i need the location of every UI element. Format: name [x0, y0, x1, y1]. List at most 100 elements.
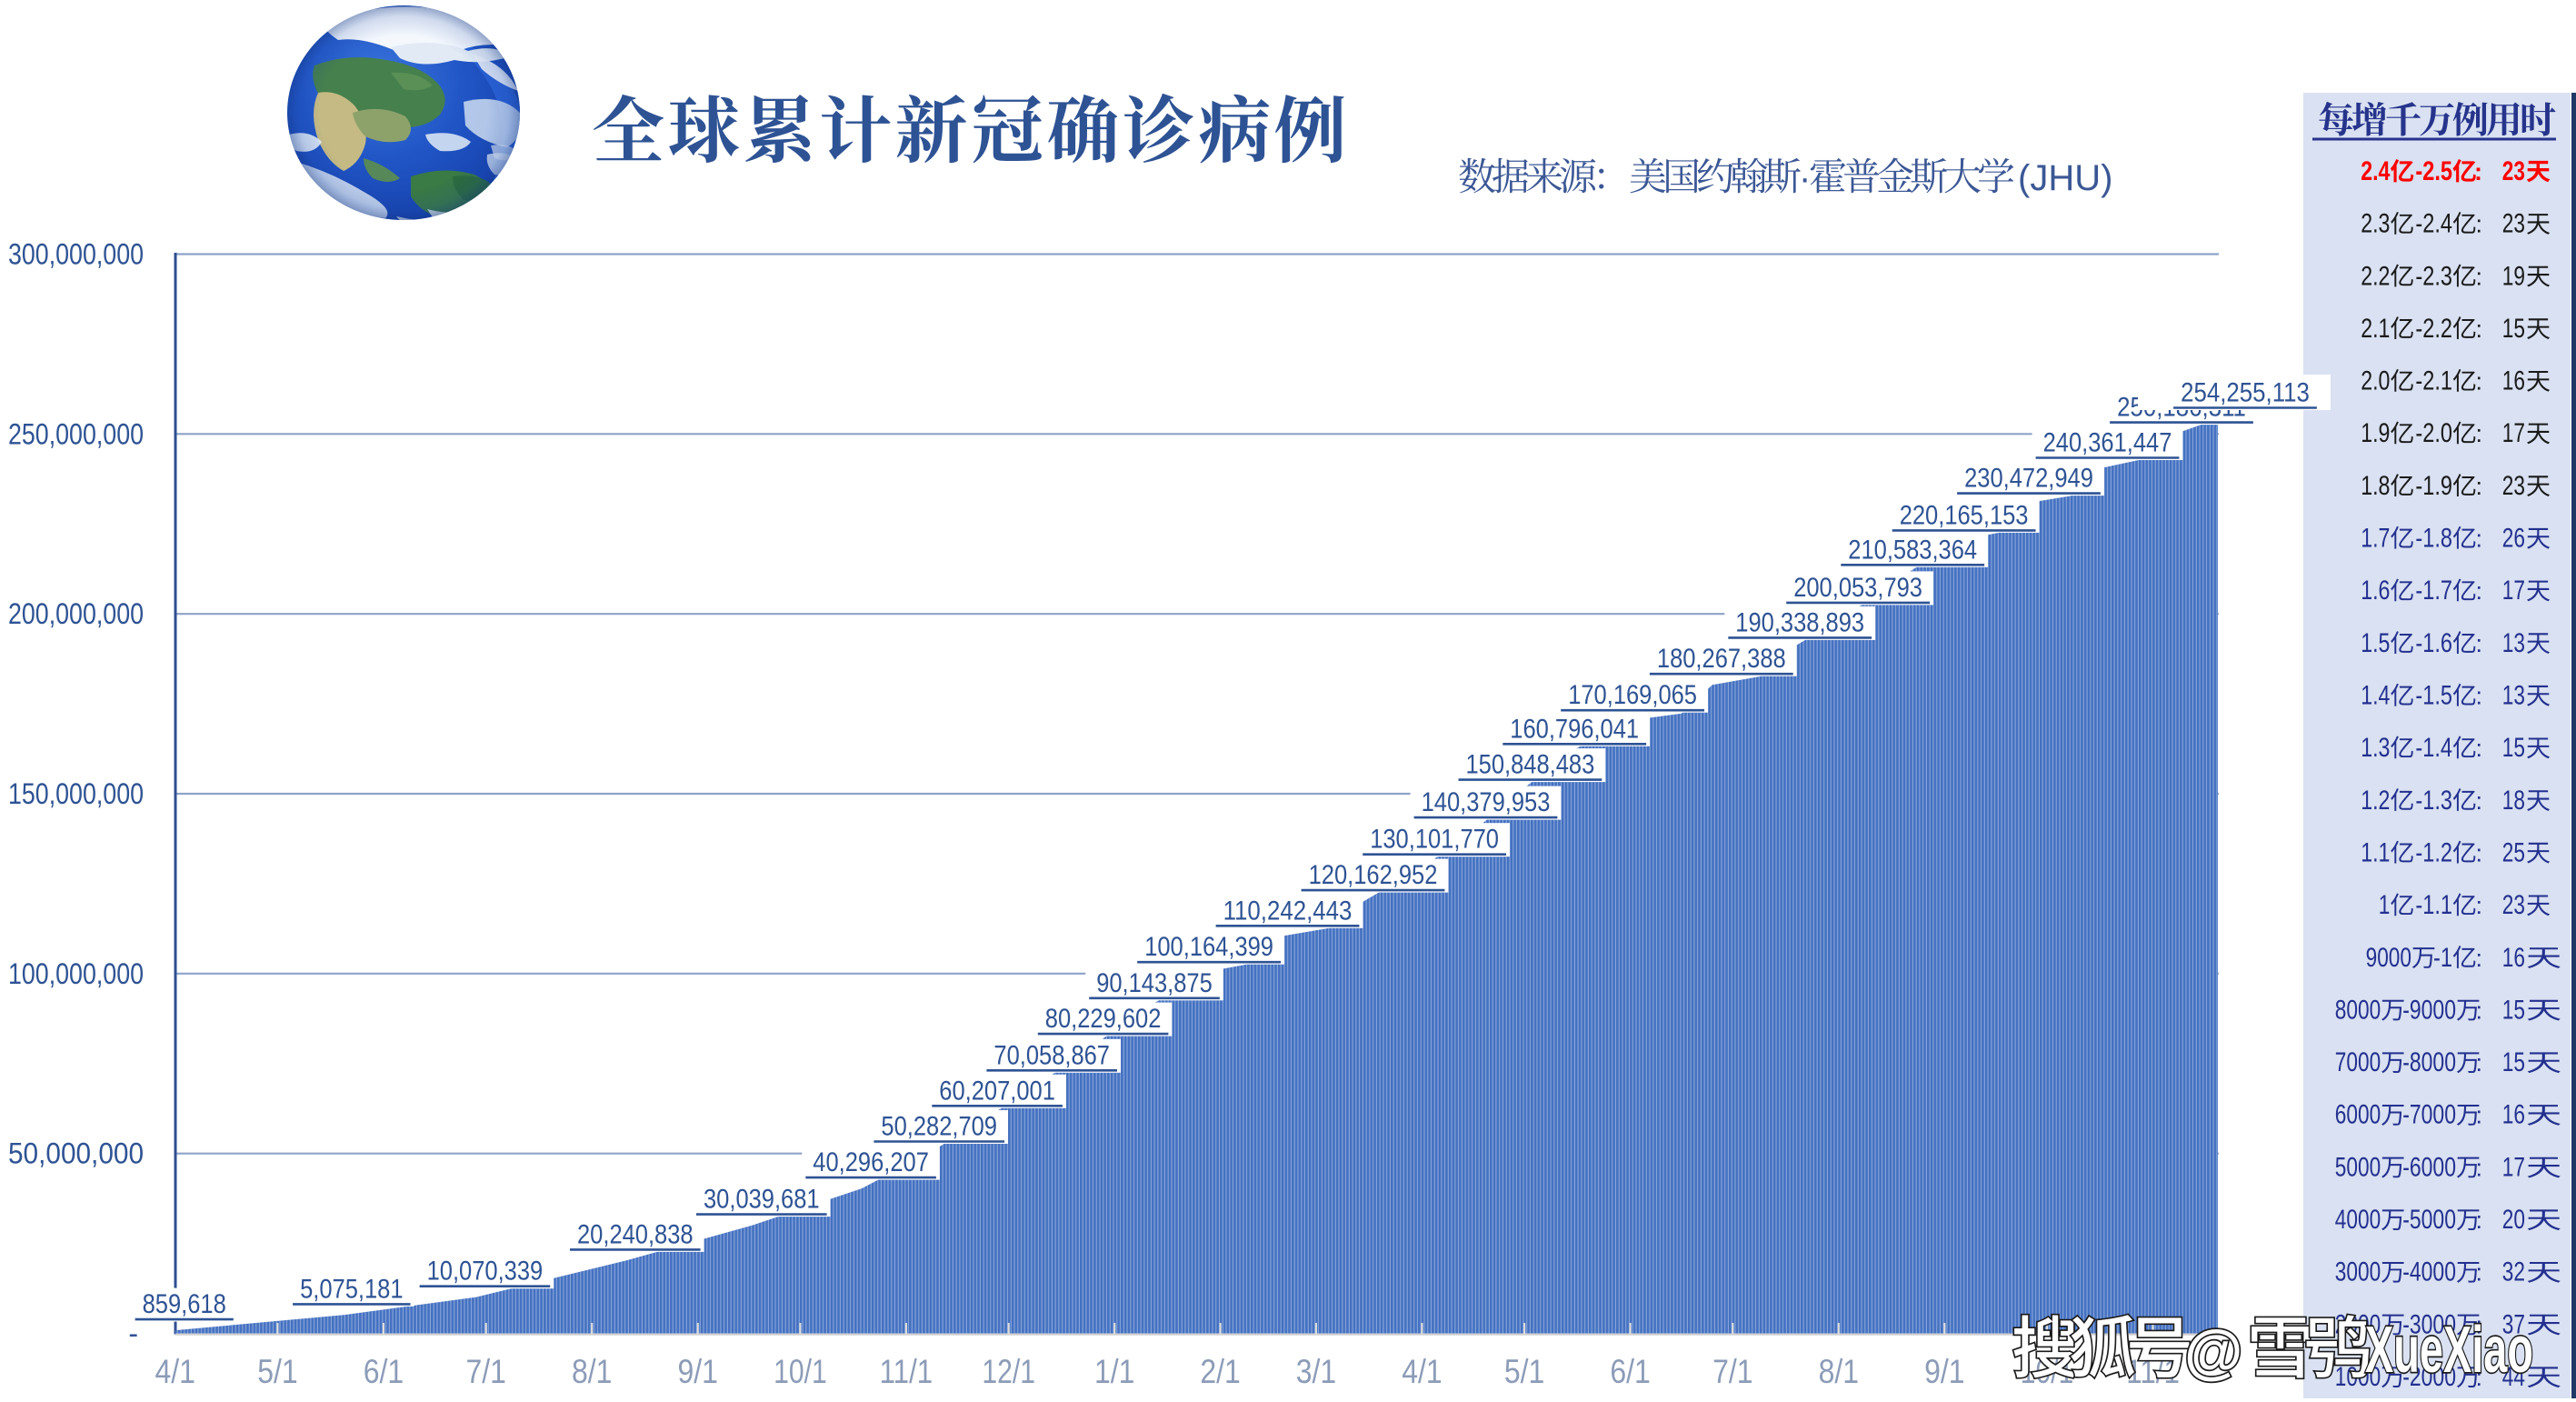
svg-text:-1.2: -1.2: [2415, 837, 2452, 867]
svg-text:20,240,838: 20,240,838: [577, 1219, 694, 1249]
svg-text:150,000,000: 150,000,000: [8, 777, 144, 810]
svg-text:-1.7: -1.7: [2415, 576, 2452, 606]
svg-text:200,053,793: 200,053,793: [1793, 573, 1922, 603]
svg-text:110,242,443: 110,242,443: [1223, 896, 1353, 926]
svg-text::: :: [2475, 368, 2482, 396]
svg-text:4000: 4000: [2335, 1205, 2381, 1235]
svg-text:220,165,153: 220,165,153: [1900, 500, 2029, 530]
svg-text:11/1: 11/1: [880, 1353, 934, 1390]
svg-text:37: 37: [2502, 1309, 2525, 1339]
svg-text:2.2: 2.2: [2361, 261, 2390, 291]
svg-text:26: 26: [2502, 524, 2525, 554]
svg-text:-2000: -2000: [2402, 1362, 2456, 1392]
svg-text:15: 15: [2502, 733, 2525, 763]
svg-text:-5000: -5000: [2402, 1205, 2456, 1235]
svg-text::: :: [2475, 892, 2482, 919]
svg-text::: :: [2475, 683, 2482, 710]
svg-text:32: 32: [2502, 1257, 2525, 1287]
svg-text:-1.3: -1.3: [2415, 786, 2452, 816]
svg-text::: :: [2475, 1154, 2482, 1181]
svg-text:5/1: 5/1: [257, 1353, 297, 1390]
svg-text:12/1: 12/1: [982, 1353, 1035, 1390]
svg-text:XueXiao: XueXiao: [2365, 1314, 2533, 1387]
svg-text::: :: [2475, 839, 2482, 866]
svg-text:-2.0: -2.0: [2415, 418, 2452, 448]
svg-text:60,207,001: 60,207,001: [939, 1076, 1055, 1106]
svg-text:2/1: 2/1: [1200, 1353, 1240, 1390]
svg-text::: :: [2475, 630, 2482, 657]
svg-text:17: 17: [2502, 1152, 2525, 1182]
svg-text:1.9: 1.9: [2361, 418, 2390, 448]
svg-text:120,162,952: 120,162,952: [1309, 860, 1438, 890]
svg-text:200,000,000: 200,000,000: [8, 597, 144, 630]
svg-text:30,039,681: 30,039,681: [704, 1185, 820, 1215]
svg-text:15: 15: [2502, 995, 2525, 1025]
svg-text:9/1: 9/1: [1924, 1353, 1964, 1390]
svg-text::: :: [2475, 1207, 2482, 1234]
svg-text::: :: [2475, 735, 2482, 762]
svg-text:100,164,399: 100,164,399: [1144, 932, 1273, 962]
svg-text::: :: [2475, 1311, 2482, 1338]
svg-text:150,848,483: 150,848,483: [1466, 750, 1595, 780]
svg-text::: :: [2475, 1102, 2482, 1129]
svg-text::: :: [2475, 420, 2482, 447]
svg-text:-3000: -3000: [2402, 1309, 2456, 1339]
svg-text:9/1: 9/1: [678, 1353, 718, 1390]
svg-text:-2.2: -2.2: [2415, 314, 2452, 344]
svg-text:10,070,339: 10,070,339: [427, 1257, 544, 1287]
svg-text::: :: [2475, 996, 2482, 1024]
svg-text:1.3: 1.3: [2361, 733, 2390, 763]
svg-text:1.1: 1.1: [2361, 837, 2390, 867]
svg-text::: :: [2475, 263, 2482, 290]
svg-text:3/1: 3/1: [1296, 1353, 1336, 1390]
svg-text:7000: 7000: [2335, 1047, 2381, 1077]
svg-text:-2.1: -2.1: [2415, 366, 2452, 396]
svg-text:23: 23: [2502, 890, 2525, 920]
svg-text::: :: [2474, 158, 2482, 185]
svg-text:6/1: 6/1: [1610, 1353, 1650, 1390]
svg-text:160,796,041: 160,796,041: [1510, 714, 1639, 744]
svg-text:1.4: 1.4: [2361, 681, 2390, 711]
svg-text:-8000: -8000: [2402, 1047, 2456, 1077]
svg-text:1/1: 1/1: [1094, 1353, 1134, 1390]
svg-text:13: 13: [2502, 628, 2525, 658]
svg-text:90,143,875: 90,143,875: [1096, 968, 1213, 998]
svg-text:-2.3: -2.3: [2415, 261, 2452, 291]
svg-text:8/1: 8/1: [572, 1353, 612, 1390]
svg-text:40,296,207: 40,296,207: [813, 1147, 929, 1177]
svg-text:2.3: 2.3: [2361, 209, 2390, 239]
svg-text:1.7: 1.7: [2361, 524, 2390, 554]
svg-text::: :: [2475, 577, 2482, 605]
svg-text:70,058,867: 70,058,867: [993, 1040, 1110, 1070]
svg-text::: :: [2475, 945, 2482, 972]
svg-text:20: 20: [2502, 1205, 2525, 1235]
svg-text:10/1: 10/1: [774, 1353, 827, 1390]
svg-text:1.5: 1.5: [2361, 628, 2390, 658]
svg-text:1.8: 1.8: [2361, 471, 2390, 501]
svg-text:140,379,953: 140,379,953: [1422, 787, 1551, 817]
svg-text:25: 25: [2502, 837, 2525, 867]
svg-text:859,618: 859,618: [143, 1289, 226, 1319]
svg-text:250,000,000: 250,000,000: [8, 417, 144, 450]
svg-text:16: 16: [2502, 366, 2525, 396]
svg-text:·: ·: [1799, 158, 1811, 198]
svg-text:44: 44: [2502, 1362, 2525, 1392]
svg-text:300,000,000: 300,000,000: [8, 238, 144, 271]
svg-text:5,075,181: 5,075,181: [300, 1274, 403, 1304]
svg-text:210,583,364: 210,583,364: [1848, 535, 1977, 565]
svg-text:3000: 3000: [2335, 1257, 2381, 1287]
svg-text:-7000: -7000: [2402, 1100, 2456, 1130]
svg-text:4/1: 4/1: [1402, 1353, 1442, 1390]
svg-text:-1: -1: [2433, 943, 2452, 973]
svg-text:-2.5: -2.5: [2415, 156, 2452, 186]
svg-text:23: 23: [2502, 471, 2525, 501]
svg-text:15: 15: [2502, 314, 2525, 344]
svg-text:(JHU): (JHU): [2018, 158, 2112, 198]
svg-text:-: -: [128, 1317, 138, 1350]
svg-text:7/1: 7/1: [466, 1353, 506, 1390]
svg-text::: :: [2475, 1259, 2482, 1287]
svg-text:6000: 6000: [2335, 1100, 2381, 1130]
svg-text:230,472,949: 230,472,949: [1964, 464, 2093, 494]
svg-text:100,000,000: 100,000,000: [8, 957, 144, 990]
svg-text:4/1: 4/1: [155, 1353, 195, 1390]
